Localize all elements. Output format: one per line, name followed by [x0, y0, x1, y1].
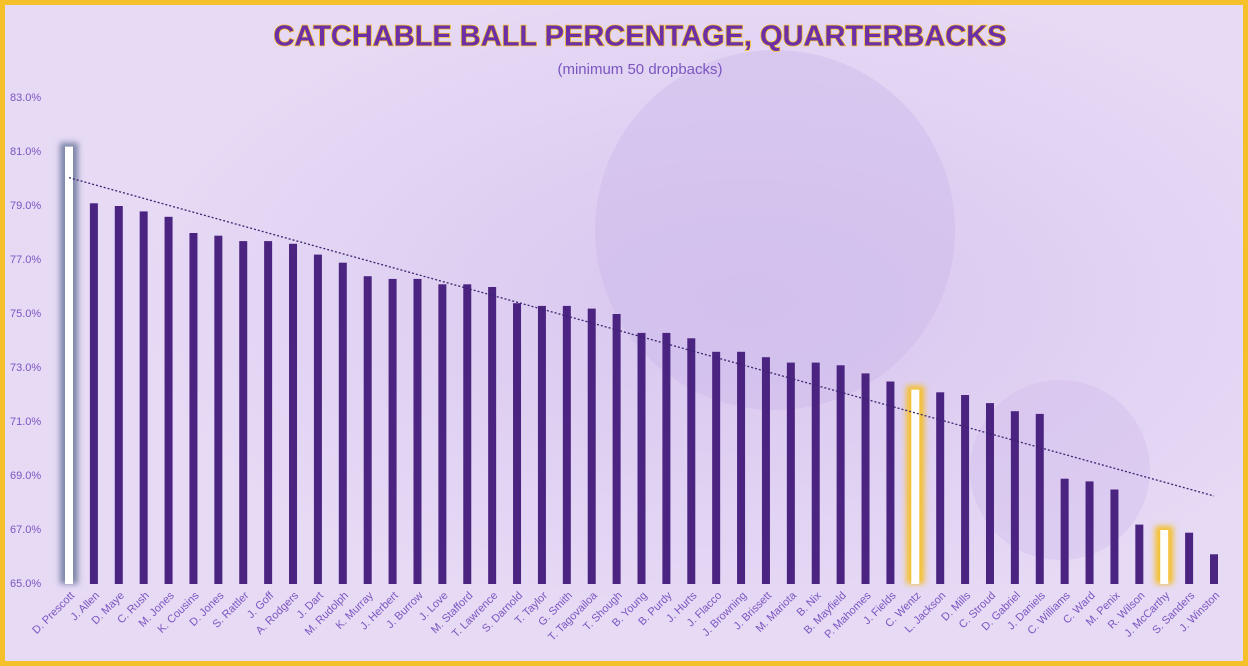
- bar: [1010, 411, 1019, 584]
- bar: [811, 362, 820, 584]
- bar: [164, 216, 173, 585]
- bar: [836, 365, 845, 584]
- y-tick-label: 69.0%: [10, 470, 41, 482]
- bar: [488, 287, 497, 584]
- bar: [1135, 524, 1144, 584]
- y-tick-label: 67.0%: [10, 524, 41, 536]
- bar: [737, 351, 746, 584]
- bar: [513, 303, 522, 584]
- bar: [388, 278, 397, 584]
- y-tick-label: 71.0%: [10, 416, 41, 428]
- chart-subtitle: (minimum 50 dropbacks): [557, 61, 722, 78]
- bar: [936, 392, 945, 584]
- bar: [1085, 481, 1094, 584]
- y-tick-label: 81.0%: [10, 146, 41, 158]
- bar: [313, 254, 322, 584]
- y-tick-label: 83.0%: [10, 92, 41, 104]
- bar: [612, 314, 621, 584]
- bar: [587, 308, 596, 584]
- bar: [961, 395, 970, 584]
- bar: [761, 357, 770, 584]
- bar: [1210, 554, 1218, 584]
- bar: [662, 332, 671, 584]
- bar: [114, 206, 123, 584]
- bar: [1035, 413, 1044, 584]
- bar: [886, 381, 895, 584]
- y-tick-label: 75.0%: [10, 308, 41, 320]
- bar: [637, 332, 646, 584]
- bar: [65, 146, 73, 584]
- y-tick-label: 73.0%: [10, 362, 41, 374]
- bar: [189, 233, 198, 584]
- bar: [786, 362, 795, 584]
- bar: [1110, 489, 1119, 584]
- bar: [264, 241, 273, 584]
- decoration: [595, 50, 955, 410]
- bar: [687, 338, 696, 584]
- bar: [438, 284, 447, 584]
- bar: [712, 351, 721, 584]
- bar: [562, 305, 571, 584]
- y-tick-label: 77.0%: [10, 254, 41, 266]
- bar: [413, 278, 422, 584]
- bar: [139, 211, 148, 584]
- bar: [985, 403, 994, 584]
- bar: [1160, 530, 1169, 584]
- bar: [338, 262, 347, 584]
- y-tick-label: 65.0%: [10, 578, 41, 590]
- bar: [89, 203, 98, 585]
- bar: [911, 389, 920, 584]
- bar: [239, 241, 248, 584]
- bar: [214, 235, 223, 584]
- bar: [537, 305, 546, 584]
- bar: [363, 276, 372, 584]
- bar: [1185, 532, 1194, 584]
- bar: [861, 373, 870, 584]
- bar: [1060, 478, 1069, 584]
- bar: [463, 284, 472, 584]
- chart-title: CATCHABLE BALL PERCENTAGE, QUARTERBACKS: [273, 21, 1006, 53]
- y-tick-label: 79.0%: [10, 200, 41, 212]
- bar: [289, 243, 298, 585]
